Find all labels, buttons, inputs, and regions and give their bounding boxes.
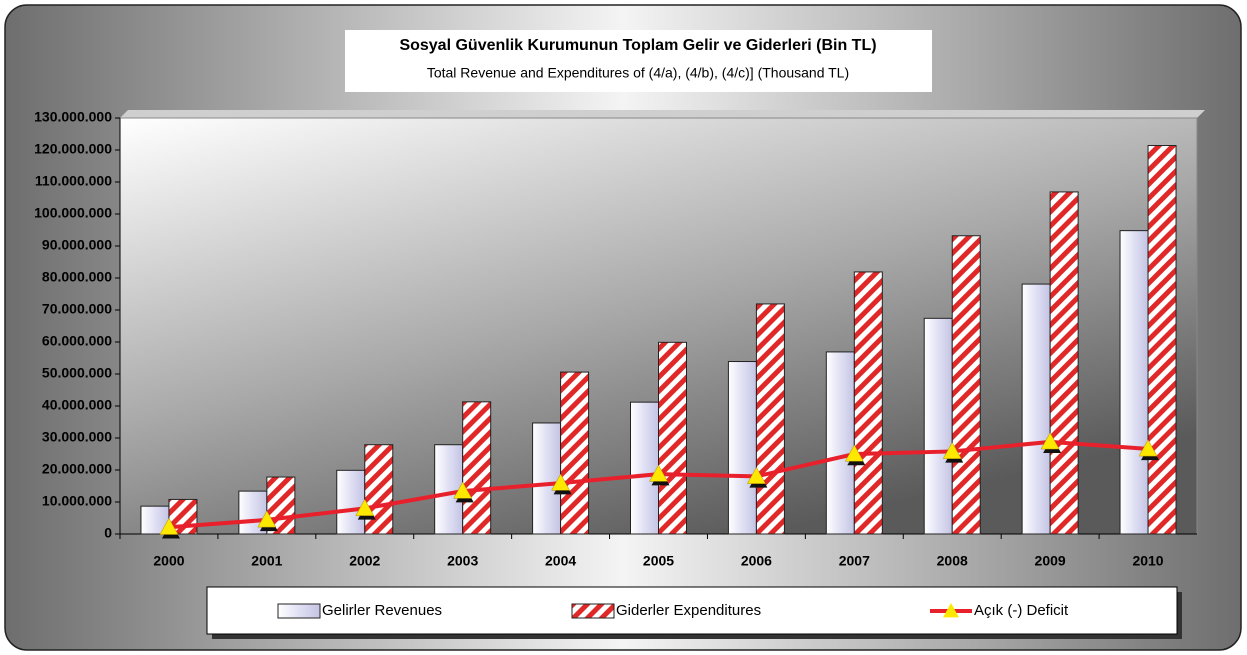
marker [649,464,668,482]
bar [532,422,562,535]
y-tick-label: 70.000.000 [42,301,112,317]
bar [560,371,590,535]
legend [206,586,1178,635]
x-tick-label: 2006 [741,553,772,569]
bar [1021,283,1051,535]
bar [1147,145,1177,535]
x-tick-label: 2002 [349,553,380,569]
y-tick-label: 110.000.000 [35,173,112,189]
x-tick-label: 2004 [545,553,576,569]
x-tick-label: 2005 [643,553,674,569]
bar [727,361,757,535]
bar [434,444,464,535]
title-box [345,30,932,92]
bar [951,235,981,535]
y-tick-label: 30.000.000 [42,429,112,445]
y-tick-label: 90.000.000 [42,237,112,253]
x-tick-label: 2000 [153,553,184,569]
bar [658,341,687,535]
marker [746,466,766,484]
bar [755,303,785,535]
bar [1049,191,1079,535]
marker [159,517,179,535]
marker [355,498,375,516]
y-tick-label: 50.000.000 [42,365,112,381]
x-tick-label: 2009 [1035,553,1066,569]
bar [630,401,659,535]
y-tick-label: 80.000.000 [42,269,112,285]
legend-swatch [277,603,321,619]
bar [923,317,953,535]
marker [1138,439,1158,457]
marker [942,441,962,459]
chart-title: Sosyal Güvenlik Kurumunun Toplam Gelir v… [399,37,876,54]
chart-subtitle: Total Revenue and Expenditures of (4/a),… [427,65,849,81]
bar [364,444,394,535]
marker [453,481,473,499]
y-tick-label: 0 [104,525,112,541]
bar [462,401,492,535]
legend-label: Gelirler Revenues [322,602,442,619]
x-tick-label: 2007 [839,553,870,569]
marker [551,473,571,491]
y-tick-label: 100.000.000 [34,205,112,221]
bar [1119,230,1149,535]
y-tick-label: 60.000.000 [42,333,112,349]
x-tick-label: 2010 [1132,553,1163,569]
bar [336,469,366,535]
legend-marker [943,603,959,618]
x-tick-label: 2003 [447,553,478,569]
marker [844,444,864,462]
x-tick-label: 2008 [937,553,968,569]
y-tick-label: 120.000.000 [34,141,112,157]
y-tick-label: 130.000.000 [34,109,112,125]
marker [257,510,277,528]
y-tick-label: 20.000.000 [42,461,112,477]
bar [825,351,855,535]
plot-top-wall [120,110,1205,118]
y-tick-label: 10.000.000 [42,493,112,509]
legend-label: Açık (-) Deficit [974,602,1069,619]
legend-swatch [571,603,615,619]
y-tick-label: 40.000.000 [42,397,112,413]
bar [853,271,883,535]
x-tick-label: 2001 [251,553,282,569]
legend-label: Giderler Expenditures [616,602,761,619]
marker [1040,432,1060,450]
